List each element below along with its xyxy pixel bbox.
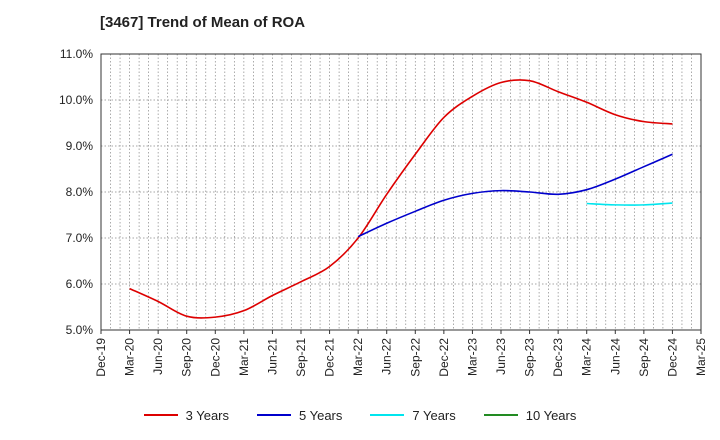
x-tick-label: Sep-22 [408, 338, 422, 377]
series-line-7-years [586, 202, 673, 206]
legend-swatch [370, 414, 405, 416]
x-tick-label: Mar-23 [465, 338, 479, 376]
legend-item-3-years: 3 Years [143, 407, 229, 423]
x-tick-label: Dec-19 [94, 338, 108, 377]
x-tick-label: Sep-20 [180, 338, 194, 377]
legend-swatch [143, 414, 178, 416]
series-line-5-years [357, 153, 673, 238]
legend: 3 Years 5 Years 7 Years 10 Years [0, 400, 720, 430]
x-tick-label: Jun-20 [151, 338, 165, 375]
x-tick-label: Sep-21 [294, 338, 308, 377]
x-tick-label: Dec-21 [323, 338, 337, 377]
plot-frame [100, 53, 702, 331]
legend-label: 7 Years [412, 407, 456, 423]
x-tick-label: Jun-22 [380, 338, 394, 375]
x-tick-label: Sep-23 [523, 338, 537, 377]
y-tick-label: 6.0% [66, 277, 94, 291]
y-tick-label: 8.0% [66, 185, 94, 199]
x-tick-label: Mar-21 [237, 338, 251, 376]
x-tick-label: Mar-22 [351, 338, 365, 376]
y-tick-label: 9.0% [66, 139, 94, 153]
legend-item-7-years: 7 Years [370, 407, 456, 423]
chart-title: [3467] Trend of Mean of ROA [100, 14, 306, 31]
x-tick-label: Dec-24 [665, 338, 679, 377]
x-tick-label: Dec-23 [551, 338, 565, 377]
legend-label: 10 Years [525, 407, 577, 423]
chart-plot: 5.0% 6.0% 7.0% 8.0% 9.0% 10.0% 11.0% Dec-19 Mar-… [59, 47, 708, 377]
legend-label: 5 Years [299, 407, 343, 423]
legend-swatch [257, 414, 291, 416]
y-tick-label: 11.0% [60, 47, 93, 61]
x-tick-label: Jun-24 [608, 338, 622, 375]
x-tick-label: Jun-23 [494, 338, 508, 375]
legend-item-10-years: 10 Years [483, 407, 577, 423]
y-tick-label: 5.0% [66, 323, 94, 337]
y-tick-label: 7.0% [66, 231, 94, 245]
x-tick-label: Mar-24 [580, 338, 594, 376]
legend-label: 3 Years [185, 407, 229, 423]
x-tick-label: Sep-24 [637, 338, 651, 377]
y-tick-label: 10.0% [59, 93, 93, 107]
legend-item-5-years: 5 Years [257, 408, 342, 423]
x-tick-label: Mar-25 [694, 338, 708, 376]
x-tick-label: Dec-22 [437, 338, 451, 377]
x-tick-label: Mar-20 [123, 338, 137, 376]
legend-swatch [483, 414, 518, 416]
series-line-3-years [129, 79, 673, 319]
x-tick-label: Jun-21 [265, 338, 279, 375]
x-tick-label: Dec-20 [208, 338, 222, 377]
